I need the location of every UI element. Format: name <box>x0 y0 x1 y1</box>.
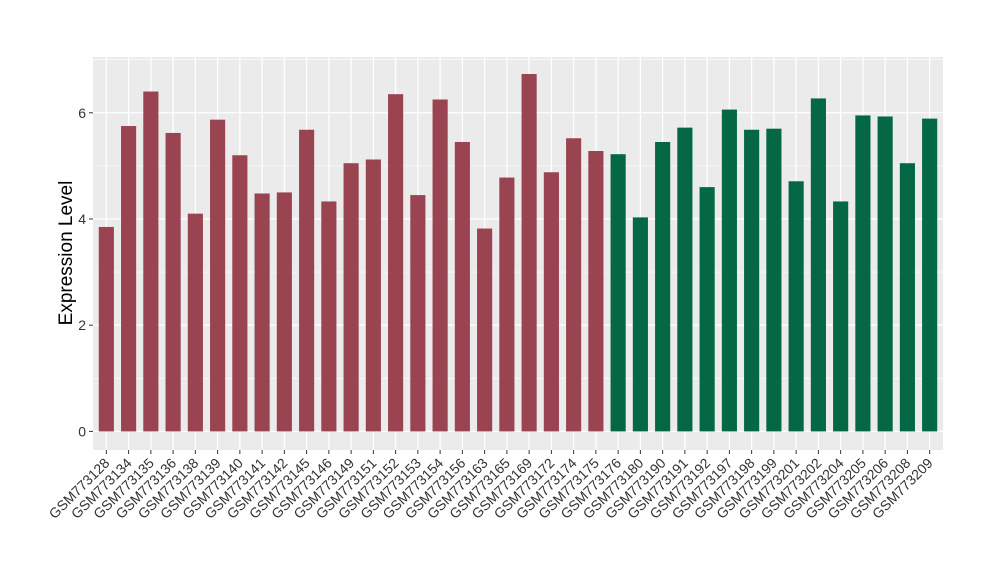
bar <box>632 217 648 432</box>
bar <box>187 213 203 432</box>
bar <box>321 201 337 432</box>
y-tick-label: 6 <box>78 105 86 121</box>
bar <box>588 151 604 432</box>
bar <box>276 192 292 432</box>
bar <box>454 141 470 432</box>
bar <box>343 163 359 432</box>
bar <box>543 172 559 432</box>
bar <box>143 91 159 432</box>
bar <box>766 128 782 432</box>
bar <box>788 181 804 432</box>
bar <box>721 109 737 432</box>
x-axis: GSM773128GSM773134GSM773135GSM773136GSM7… <box>46 450 936 522</box>
y-tick-label: 4 <box>78 211 86 227</box>
bar <box>365 159 381 432</box>
bar <box>432 99 448 432</box>
bar <box>899 163 915 432</box>
bar <box>499 177 515 432</box>
bars <box>98 73 938 432</box>
bar <box>677 127 693 432</box>
bar <box>744 129 760 432</box>
y-axis-title: Expression Level <box>56 181 77 326</box>
bar <box>210 119 226 432</box>
bar <box>566 138 582 432</box>
bar <box>877 116 893 432</box>
y-axis: 0 2 4 6 <box>78 105 93 439</box>
bar <box>232 155 248 432</box>
bar <box>833 201 849 432</box>
y-tick-label: 0 <box>78 423 86 439</box>
bar <box>521 73 537 432</box>
bar <box>655 141 671 432</box>
bar <box>477 228 493 432</box>
bar <box>410 195 426 432</box>
bar <box>299 129 315 432</box>
bar <box>98 226 114 432</box>
bar <box>165 132 181 432</box>
bar <box>254 193 270 432</box>
bar <box>388 94 404 432</box>
bar <box>810 98 826 432</box>
bar <box>699 187 715 432</box>
y-tick-label: 2 <box>78 317 86 333</box>
bar <box>922 118 938 432</box>
bar <box>121 126 137 432</box>
bar <box>855 115 871 432</box>
bar <box>610 154 626 432</box>
